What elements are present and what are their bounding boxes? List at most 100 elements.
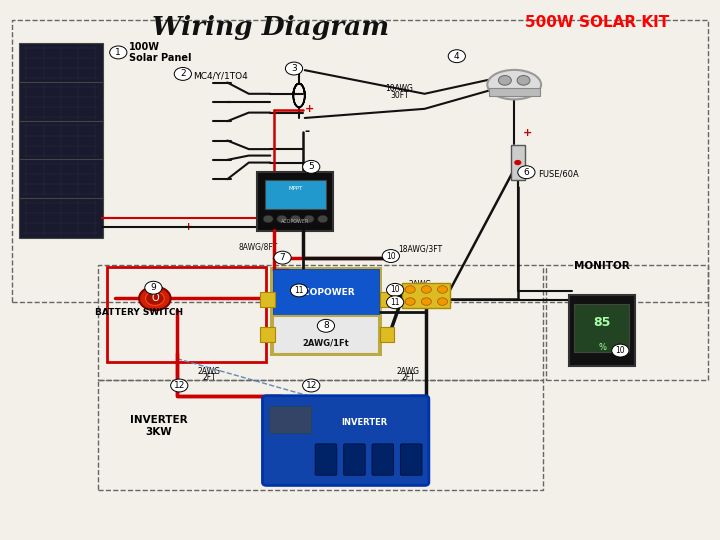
Circle shape [387,296,404,309]
Circle shape [285,62,302,75]
Text: 8: 8 [323,321,329,330]
Text: 7: 7 [279,253,285,262]
Text: 10: 10 [616,346,625,355]
Text: 12: 12 [305,381,317,390]
FancyBboxPatch shape [19,82,102,122]
Circle shape [290,284,307,297]
FancyBboxPatch shape [19,43,102,83]
Circle shape [318,319,335,332]
Text: 18AWG/3FT: 18AWG/3FT [398,244,442,253]
Circle shape [612,344,629,357]
Text: 5: 5 [308,163,314,171]
Text: BATTERY SWITCH: BATTERY SWITCH [95,308,183,318]
FancyBboxPatch shape [269,406,311,433]
Text: 2FT: 2FT [401,373,415,382]
Text: 2AWG: 2AWG [301,278,324,287]
Circle shape [438,298,448,305]
Text: 11: 11 [390,298,400,307]
Circle shape [139,287,171,310]
Text: MONITOR: MONITOR [574,261,629,271]
Text: 500W SOLAR KIT: 500W SOLAR KIT [525,15,669,30]
FancyBboxPatch shape [269,267,382,356]
Text: 1: 1 [115,48,121,57]
Circle shape [421,298,431,305]
Text: -: - [305,125,310,138]
FancyBboxPatch shape [380,292,395,307]
Text: 2FT: 2FT [202,373,216,382]
Text: +: + [305,104,314,113]
Circle shape [405,298,415,305]
Text: 8AWG/8FT: 8AWG/8FT [238,242,277,252]
Text: FUSE/60A: FUSE/60A [538,170,579,179]
Circle shape [302,379,320,392]
FancyBboxPatch shape [263,396,429,485]
Circle shape [438,286,448,293]
FancyBboxPatch shape [570,295,635,366]
Circle shape [264,215,273,222]
FancyBboxPatch shape [273,269,379,316]
Text: +: + [523,127,532,138]
Text: 2AWG: 2AWG [397,367,420,376]
Circle shape [382,249,400,262]
Text: 2AWG: 2AWG [198,367,221,376]
FancyBboxPatch shape [273,316,379,354]
FancyBboxPatch shape [510,145,525,180]
FancyBboxPatch shape [19,120,102,160]
Circle shape [498,76,511,85]
Text: Wiring Diagram: Wiring Diagram [152,15,389,40]
Circle shape [171,379,188,392]
Text: 10: 10 [390,285,400,294]
Ellipse shape [487,70,541,99]
Circle shape [318,215,328,222]
FancyBboxPatch shape [315,444,337,475]
Circle shape [387,284,404,296]
Text: 11: 11 [294,286,304,295]
FancyBboxPatch shape [380,327,395,342]
Text: INVERTER
3KW: INVERTER 3KW [130,415,188,437]
Text: ACOPOWER: ACOPOWER [297,288,355,297]
Circle shape [449,50,465,63]
Text: 2AWG: 2AWG [409,280,432,289]
Circle shape [174,68,192,80]
Circle shape [517,76,530,85]
Text: MPPT: MPPT [288,186,302,191]
Text: 10: 10 [386,252,396,260]
Circle shape [145,281,162,294]
Text: 2: 2 [180,70,186,78]
Text: %: % [598,343,606,352]
Circle shape [302,160,320,173]
Circle shape [518,166,535,179]
Text: ACOPOWER: ACOPOWER [282,219,310,224]
Text: 1FT: 1FT [301,283,315,292]
FancyBboxPatch shape [343,444,365,475]
FancyBboxPatch shape [261,327,274,342]
Text: 6: 6 [523,168,529,177]
Text: 30FT: 30FT [390,91,409,99]
FancyBboxPatch shape [19,159,102,199]
Text: 25FT: 25FT [570,340,589,349]
FancyBboxPatch shape [402,283,451,308]
Text: 9: 9 [150,283,156,292]
Text: 3: 3 [291,64,297,73]
Circle shape [290,215,300,222]
Circle shape [109,46,127,59]
FancyBboxPatch shape [400,444,422,475]
Text: 4: 4 [454,52,459,60]
Text: 100W
Solar Panel: 100W Solar Panel [129,42,192,63]
Circle shape [405,286,415,293]
Circle shape [274,251,291,264]
FancyBboxPatch shape [19,198,102,238]
Text: 20AWG: 20AWG [570,334,598,343]
Circle shape [276,215,287,222]
Circle shape [421,286,431,293]
FancyBboxPatch shape [489,88,540,96]
Text: +: + [184,222,194,232]
Text: 12: 12 [174,381,185,390]
Text: O: O [151,293,158,303]
FancyBboxPatch shape [266,180,325,210]
Text: 1FT: 1FT [409,286,423,295]
Text: 2AWG/1Ft: 2AWG/1Ft [302,339,349,348]
Circle shape [304,215,314,222]
FancyBboxPatch shape [372,444,394,475]
Text: 10AWG: 10AWG [385,84,413,92]
